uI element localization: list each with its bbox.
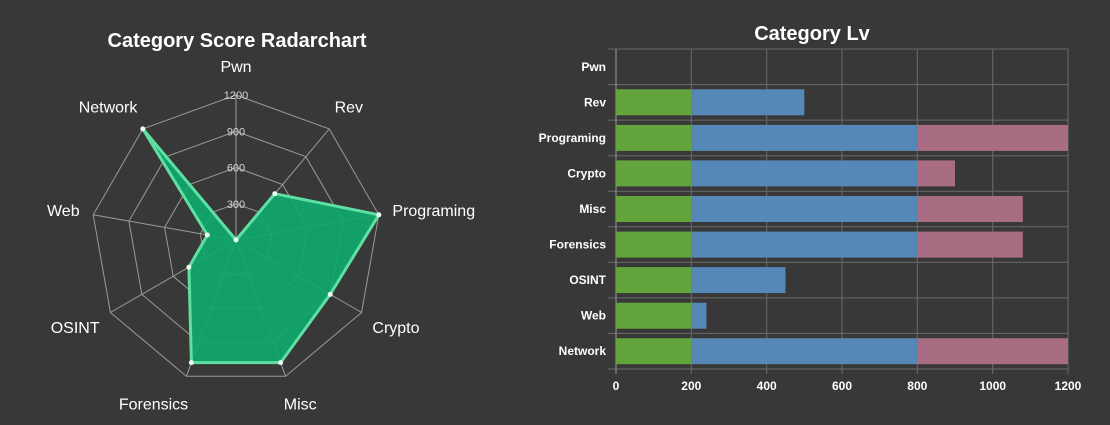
radar-axis-label-osint: OSINT xyxy=(51,320,100,337)
bar-x-tick-label-0: 0 xyxy=(613,379,620,393)
radar-point-pwn xyxy=(233,237,239,243)
bar-forensics-segment-2 xyxy=(691,231,918,258)
bar-network-segment-3 xyxy=(917,338,1068,365)
radar-chart-title: Category Score Radarchart xyxy=(108,30,367,52)
bar-rev-segment-1 xyxy=(616,89,692,116)
radar-points xyxy=(140,126,382,366)
bar-x-tick-label-400: 400 xyxy=(757,379,777,393)
bar-chart: Category Lv Pwn Rev Programing Crypto Misc Fo… xyxy=(539,23,1082,393)
radar-area xyxy=(141,127,381,365)
radar-axis-label-pwn: Pwn xyxy=(220,59,251,76)
radar-axis-labels: Pwn Rev Programing Crypto Misc Forensics OSINT… xyxy=(47,59,475,414)
radar-axis-label-network: Network xyxy=(79,100,139,117)
bar-web-segment-2 xyxy=(691,302,707,329)
bar-category-label-rev: Rev xyxy=(584,95,606,109)
radar-tick-labels: 300 600 900 1200 xyxy=(224,90,248,211)
bar-programing-segment-3 xyxy=(917,124,1068,151)
radar-axis-label-crypto: Crypto xyxy=(372,320,419,337)
radar-chart: Category Score Radarchart 3006009001200 … xyxy=(47,30,475,414)
bar-category-label-web: Web xyxy=(581,309,606,323)
radar-point-osint xyxy=(186,264,192,270)
bar-forensics-segment-3 xyxy=(917,231,1023,258)
bar-x-tick-label-600: 600 xyxy=(832,379,852,393)
bar-category-label-forensics: Forensics xyxy=(549,238,606,252)
bar-osint-segment-2 xyxy=(691,267,786,294)
radar-point-network xyxy=(140,126,146,132)
radar-data-area xyxy=(141,127,381,365)
bar-forensics-segment-1 xyxy=(616,231,692,258)
bar-network-segment-1 xyxy=(616,338,692,365)
radar-tick-label-600: 600 xyxy=(227,163,245,175)
bar-x-tick-label-1200: 1200 xyxy=(1055,379,1082,393)
bar-category-label-misc: Misc xyxy=(579,202,606,216)
radar-tick-label-1200: 1200 xyxy=(224,90,248,102)
bar-crypto-segment-3 xyxy=(917,160,955,187)
bar-misc-segment-2 xyxy=(691,196,918,222)
bar-x-tick-labels: 0 200 400 600 800 1000 1200 xyxy=(613,379,1082,393)
bar-chart-title: Category Lv xyxy=(754,23,870,45)
bar-category-label-pwn: Pwn xyxy=(581,60,606,74)
radar-grid-ring-1200 xyxy=(92,94,380,377)
bar-programing-segment-2 xyxy=(691,124,918,151)
radar-point-misc xyxy=(278,360,284,366)
radar-point-web xyxy=(204,232,210,238)
radar-point-forensics xyxy=(188,360,194,366)
radar-axis-label-web: Web xyxy=(47,203,80,220)
bar-category-label-programing: Programing xyxy=(539,131,606,145)
bar-category-label-crypto: Crypto xyxy=(567,166,606,180)
bar-misc-segment-1 xyxy=(616,196,692,222)
bar-x-tick-label-200: 200 xyxy=(681,379,701,393)
bar-category-labels: Pwn Rev Programing Crypto Misc Forensics OSINT… xyxy=(539,60,607,358)
bar-x-tick-label-1000: 1000 xyxy=(979,379,1006,393)
bar-crypto-segment-1 xyxy=(616,160,692,187)
radar-point-programing xyxy=(376,212,382,218)
radar-tick-label-900: 900 xyxy=(227,126,245,138)
radar-tick-label-300: 300 xyxy=(227,199,245,211)
radar-axis-label-programing: Programing xyxy=(392,203,475,220)
bar-series xyxy=(616,89,1068,365)
bar-category-label-osint: OSINT xyxy=(569,273,606,287)
radar-axis-label-misc: Misc xyxy=(284,397,317,414)
bar-rev-segment-2 xyxy=(691,89,805,116)
bar-x-tick-label-800: 800 xyxy=(907,379,927,393)
bar-osint-segment-1 xyxy=(616,267,692,294)
bar-programing-segment-1 xyxy=(616,124,692,151)
radar-axis-label-rev: Rev xyxy=(335,100,363,117)
radar-point-crypto xyxy=(327,291,333,297)
radar-axis-label-forensics: Forensics xyxy=(119,397,188,414)
bar-web-segment-1 xyxy=(616,302,692,329)
bar-network-segment-2 xyxy=(691,338,918,365)
bar-misc-segment-3 xyxy=(917,196,1023,222)
bar-category-label-network: Network xyxy=(559,344,607,358)
radar-point-rev xyxy=(272,191,278,197)
bar-crypto-segment-2 xyxy=(691,160,918,187)
